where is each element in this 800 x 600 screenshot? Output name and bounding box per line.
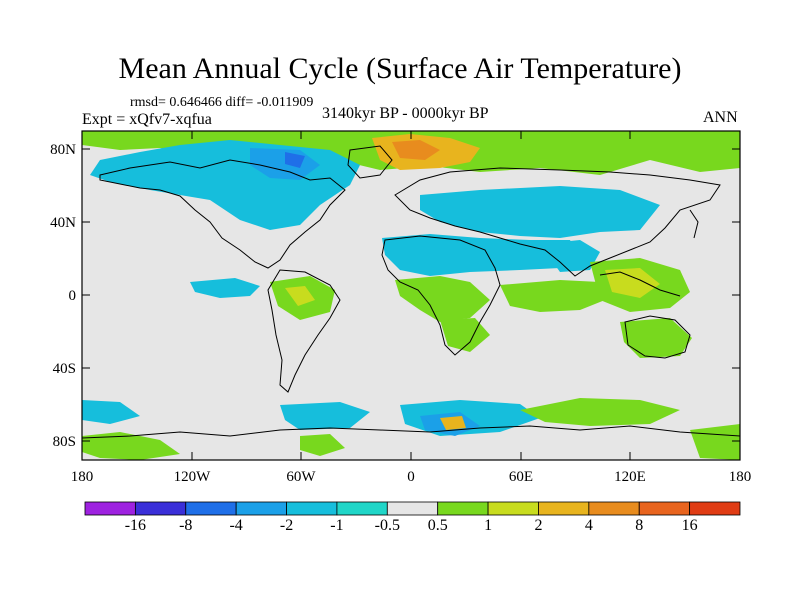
colorbar-swatch: [689, 501, 741, 516]
colorbar-swatch: [286, 501, 338, 516]
colorbar-label: -8: [179, 517, 193, 534]
lon-tick-label: 180: [71, 469, 94, 485]
colorbar-swatch: [336, 501, 388, 516]
lon-tick-label: 120W: [174, 469, 212, 485]
lat-tick-label: 80S: [53, 434, 76, 450]
lon-tick-label: 60W: [286, 469, 316, 485]
colorbar-swatch: [185, 501, 237, 516]
colorbar-label: 0.5: [427, 517, 448, 534]
lon-tick-labels: 180 120W 60W 0 60E 120E 180: [71, 469, 752, 485]
lon-tick-label: 120E: [614, 469, 646, 485]
colorbar-label: 2: [534, 517, 543, 534]
lon-tick-label: 60E: [509, 469, 533, 485]
southern-ocean-warm-3: [300, 434, 345, 456]
lat-tick-label: 40N: [50, 215, 76, 231]
lat-tick-label: 40S: [53, 361, 76, 377]
colorbar-swatch: [386, 501, 439, 516]
colorbar-label: 4: [584, 517, 593, 534]
colorbar-swatch: [437, 501, 489, 516]
colorbar-swatch: [487, 501, 539, 516]
coast-greenland: [347, 145, 393, 179]
season-label: ANN: [703, 109, 738, 126]
colorbar-swatch: [588, 501, 640, 516]
colorbar: [84, 501, 741, 516]
southern-ocean-warm-1: [520, 398, 680, 426]
indian-ocean-warm: [500, 280, 610, 312]
colorbar-label: 16: [681, 517, 698, 534]
canada-deep-region: [285, 152, 305, 168]
colorbar-swatch: [235, 501, 287, 516]
tick-marks: [81, 131, 740, 460]
east-pacific-cool: [190, 278, 260, 298]
colorbar-label: 1: [484, 517, 493, 534]
lat-tick-label: 0: [69, 288, 77, 304]
coast-north-america: [99, 159, 346, 269]
lat-tick-labels: 80N 40N 0 40S 80S: [50, 142, 76, 450]
coast-australia: [624, 315, 691, 359]
india-cool-region: [540, 240, 600, 272]
tropical-atlantic-warm: [395, 276, 490, 322]
southern-ocean-cool-1: [82, 400, 140, 424]
sahara-cool-region: [382, 234, 580, 276]
coast-indonesia: [599, 271, 681, 297]
coast-south-america: [267, 269, 341, 393]
australia-warm: [620, 318, 692, 358]
map-title: Mean Annual Cycle (Surface Air Temperatu…: [118, 52, 682, 85]
coast-eurasia: [394, 167, 721, 277]
coast-africa: [381, 235, 501, 356]
colorbar-label: 8: [635, 517, 644, 534]
period-label: 3140kyr BP - 0000kyr BP: [322, 105, 489, 122]
coast-antarctica: [82, 425, 740, 439]
stats-text: rmsd= 0.646466 diff= -0.011909: [130, 95, 314, 110]
experiment-label: Expt = xQfv7-xqfua: [82, 111, 212, 128]
maritime-continent-yellow: [605, 268, 660, 298]
colorbar-label: -4: [229, 517, 243, 534]
colorbar-swatch: [84, 501, 136, 516]
southern-ocean-warm-2: [82, 432, 180, 460]
amazon-yellow: [285, 286, 315, 306]
colorbar-label: -16: [124, 517, 147, 534]
colorbar-label: -0.5: [374, 517, 400, 534]
colorbar-swatch: [134, 501, 187, 516]
colorbar-label: -1: [330, 517, 344, 534]
arctic-red-region: [392, 140, 440, 160]
southern-ocean-cool-2: [280, 402, 370, 430]
antarctic-warm-spot: [440, 416, 466, 430]
lat-tick-label: 80N: [50, 142, 76, 158]
lon-tick-label: 180: [729, 469, 752, 485]
coast-japan: [689, 209, 699, 239]
colorbar-swatch: [638, 501, 691, 516]
eurasia-cool-region: [420, 186, 660, 238]
colorbar-swatch: [538, 501, 590, 516]
coastlines: [82, 145, 740, 439]
colorbar-label: -2: [279, 517, 294, 534]
lon-tick-label: 0: [407, 469, 415, 485]
